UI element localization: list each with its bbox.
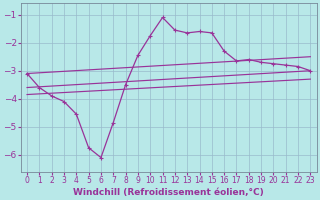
X-axis label: Windchill (Refroidissement éolien,°C): Windchill (Refroidissement éolien,°C): [73, 188, 264, 197]
